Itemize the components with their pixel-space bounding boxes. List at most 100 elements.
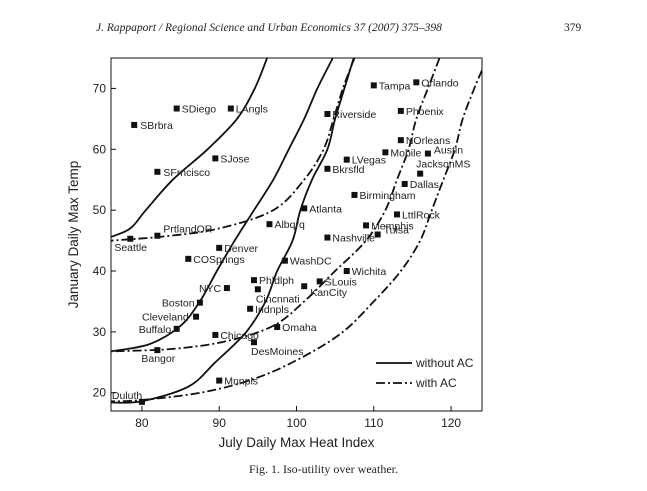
point-marker xyxy=(274,324,281,331)
point-marker xyxy=(154,232,161,239)
point-label: Phoenix xyxy=(406,106,445,118)
axes: 80 90 100 110 120 20 30 40 50 60 70 xyxy=(93,81,462,430)
point-marker xyxy=(212,331,219,338)
point-marker xyxy=(127,235,134,242)
point-marker xyxy=(316,278,323,285)
point-marker xyxy=(397,137,404,144)
point-marker xyxy=(351,191,358,198)
point-label: WashDC xyxy=(290,256,332,268)
point-label: Riverside xyxy=(332,109,376,121)
point-marker xyxy=(138,398,145,405)
point-label: PrtlandOR xyxy=(163,224,212,236)
point-marker xyxy=(301,205,308,212)
point-label: Indnpls xyxy=(255,304,289,316)
point-label: Wichita xyxy=(352,266,387,278)
point-marker xyxy=(413,79,420,86)
point-marker xyxy=(250,277,257,284)
point-label: Bangor xyxy=(141,353,175,365)
y-tick-label: 30 xyxy=(93,325,107,339)
point-marker xyxy=(223,285,230,292)
point-marker xyxy=(363,222,370,229)
point-marker xyxy=(301,283,308,290)
curve-without-ac-2 xyxy=(111,58,334,353)
point-label: LAngls xyxy=(236,104,268,116)
y-axis-label: January Daily Max Temp xyxy=(66,161,81,309)
legend-label: with AC xyxy=(415,376,457,390)
point-label: Duluth xyxy=(112,390,143,402)
point-marker xyxy=(227,105,234,112)
y-tick-label: 70 xyxy=(93,81,107,95)
point-marker xyxy=(173,325,180,332)
point-marker xyxy=(393,211,400,218)
point-marker xyxy=(193,313,200,320)
point-marker xyxy=(370,82,377,89)
point-label: Cleveland xyxy=(142,312,189,324)
legend-label: without AC xyxy=(415,356,474,370)
point-label: Dallas xyxy=(410,179,439,191)
point-label: SBrbra xyxy=(140,120,173,132)
point-label: Phldlph xyxy=(259,275,294,287)
point-label: SFrncisco xyxy=(163,167,210,179)
point-marker xyxy=(216,377,223,384)
point-label: JacksonMS xyxy=(416,159,470,171)
x-tick-label: 90 xyxy=(213,416,227,430)
point-marker xyxy=(324,165,331,172)
x-tick-label: 100 xyxy=(286,416,306,430)
curve-with-ac-1 xyxy=(111,58,356,242)
point-label: Memphis xyxy=(371,220,414,232)
point-marker xyxy=(254,286,261,293)
point-marker xyxy=(397,107,404,114)
point-marker xyxy=(324,234,331,241)
point-marker xyxy=(216,244,223,251)
point-label: Nashville xyxy=(332,233,375,245)
x-tick-label: 120 xyxy=(441,416,461,430)
point-label: Boston xyxy=(162,298,195,310)
point-marker xyxy=(154,347,161,354)
point-label: KanCity xyxy=(310,287,348,299)
y-tick-label: 20 xyxy=(93,386,107,400)
curve-without-ac-1 xyxy=(111,58,268,238)
y-tick-label: 40 xyxy=(93,264,107,278)
legend: without AC with AC xyxy=(376,356,474,390)
running-header: J. Rappaport / Regional Science and Urba… xyxy=(96,22,442,34)
point-marker xyxy=(417,170,424,177)
point-label: DesMoines xyxy=(251,346,304,358)
point-marker xyxy=(247,305,254,312)
y-tick-label: 60 xyxy=(93,142,107,156)
point-label: COSprings xyxy=(193,254,244,266)
point-marker xyxy=(185,255,192,262)
point-label: NYC xyxy=(199,283,222,295)
point-label: Chicago xyxy=(220,330,259,342)
point-label: SLouis xyxy=(325,276,357,288)
point-marker xyxy=(343,268,350,275)
point-label: Mobile xyxy=(390,147,421,159)
point-label: Austin xyxy=(434,145,463,157)
point-label: Bkrsfld xyxy=(332,164,364,176)
point-marker xyxy=(424,150,431,157)
point-label: SJose xyxy=(220,153,249,165)
x-tick-label: 110 xyxy=(364,416,383,430)
point-marker xyxy=(173,105,180,112)
point-label: Buffalo xyxy=(139,324,172,336)
point-label: Tulsa xyxy=(384,225,409,237)
page-number: 379 xyxy=(564,22,582,34)
point-label: Orlando xyxy=(421,77,459,89)
point-marker xyxy=(343,156,350,163)
point-marker xyxy=(401,180,408,187)
x-axis-label: July Daily Max Heat Index xyxy=(218,435,374,450)
point-marker xyxy=(154,168,161,175)
point-label: Tampa xyxy=(379,80,411,92)
point-label: Mnnpls xyxy=(224,376,258,388)
point-marker xyxy=(324,110,331,117)
point-marker xyxy=(250,339,257,346)
point-label: LttlRock xyxy=(402,209,441,221)
point-label: LVegas xyxy=(352,155,386,167)
point-marker xyxy=(281,257,288,264)
point-label: Omaha xyxy=(282,322,317,334)
x-tick-label: 80 xyxy=(135,416,149,430)
point-marker xyxy=(196,299,203,306)
point-label: Birmingham xyxy=(359,190,415,202)
point-label: Denver xyxy=(224,243,258,255)
point-label: Atlanta xyxy=(309,203,342,215)
